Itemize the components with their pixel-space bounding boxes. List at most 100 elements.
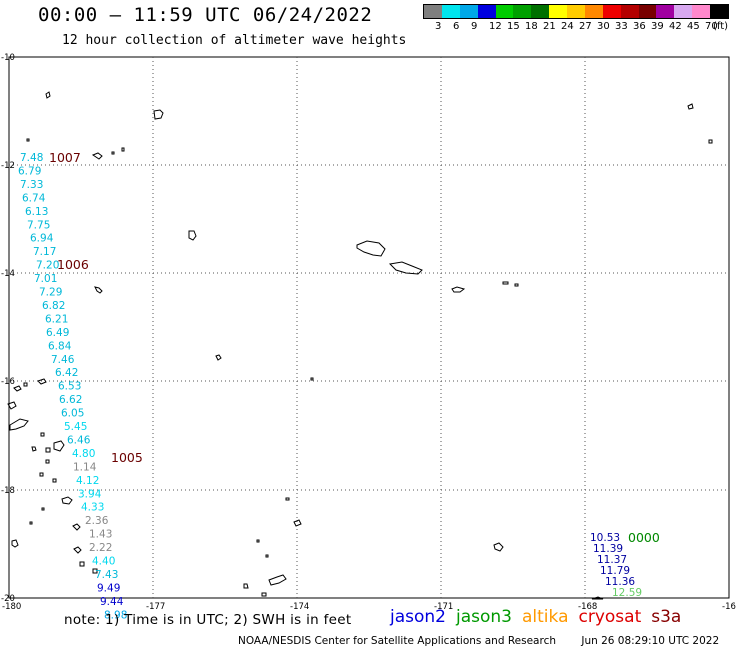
wave-height-label: 7.17 (33, 246, 56, 258)
island-outline (268, 574, 287, 586)
legend-label: 6 (453, 21, 460, 32)
legend-swatch (584, 5, 603, 18)
legend-label: 70 (705, 21, 718, 32)
island-outline (502, 281, 509, 285)
satellite-label-s3a: s3a (651, 607, 682, 627)
wave-height-label: 7.20 (36, 260, 59, 272)
island-outline (94, 286, 103, 294)
wave-height-label: 1.14 (73, 461, 97, 473)
color-legend-labels: 3 6 9 12 15 18 21 24 27 30 33 36 39 42 45 70 (ft) (423, 21, 740, 35)
wave-height-label: 6.94 (30, 233, 54, 245)
island-outline (26, 138, 30, 142)
wave-height-label: 3.94 (78, 488, 102, 500)
island-outline (53, 440, 65, 452)
island-outline (45, 459, 50, 464)
island-outline (687, 103, 694, 110)
island-outline (243, 583, 249, 589)
wave-height-label: 9.49 (97, 582, 120, 594)
wave-height-label: 6.49 (46, 327, 69, 339)
wave-height-label: 2.36 (85, 515, 109, 527)
legend-swatch (441, 5, 460, 18)
wave-height-label: 6.05 (61, 408, 84, 420)
wave-height-label: 10.53 (590, 532, 620, 544)
island-outline (121, 147, 125, 152)
longitude-label: -174 (290, 602, 309, 612)
legend-swatch (531, 5, 550, 18)
legend-swatch (567, 5, 585, 18)
credit-timestamp: Jun 26 08:29:10 UTC 2022 (581, 635, 720, 647)
legend-label: 9 (471, 21, 478, 32)
legend-swatch (549, 5, 567, 18)
pressure-label: 1005 (111, 450, 143, 465)
wave-height-label: 6.62 (59, 394, 82, 406)
credit-source: NOAA/NESDIS Center for Satellite Applica… (238, 635, 556, 647)
wave-height-label: 7.48 (20, 152, 43, 164)
page-subtitle: 12 hour collection of altimeter wave hei… (62, 33, 407, 48)
longitude-label: -177 (146, 602, 165, 612)
wave-height-label: 6.74 (22, 192, 46, 204)
island-outline (23, 382, 28, 387)
island-outline (91, 152, 103, 160)
wave-height-label: 6.84 (48, 340, 72, 352)
island-outline (11, 539, 19, 548)
legend-label: 12 (489, 21, 502, 32)
wave-height-label: 4.12 (76, 475, 99, 487)
wave-height-label: 7.01 (34, 273, 57, 285)
island-outline (45, 91, 51, 99)
color-legend-bar (423, 4, 729, 19)
wave-height-label: 2.22 (89, 542, 112, 554)
longitude-labels: -180 -177 -174 -171 -168 -16 (2, 602, 736, 612)
pressure-labels: 1007 1006 1005 0000 (49, 150, 660, 545)
island-outline (79, 561, 85, 567)
wave-height-label: 11.39 (593, 543, 623, 555)
wave-height-label: 4.80 (72, 448, 95, 460)
island-outline (61, 496, 73, 505)
island-outline (41, 507, 45, 511)
legend-label: 3 (435, 21, 442, 32)
satellite-label-jason3: jason3 (456, 607, 512, 627)
island-outline (9, 418, 29, 431)
wave-height-label: 5.45 (64, 421, 87, 433)
wave-height-label: 1.43 (89, 529, 112, 541)
island-outline (493, 542, 504, 552)
island-outline (188, 230, 197, 241)
legend-swatch (495, 5, 514, 18)
island-outline (708, 139, 713, 144)
latitude-label: -18 (1, 486, 15, 496)
island-outline (256, 539, 260, 543)
legend-swatch (692, 5, 710, 18)
wave-height-label: 6.82 (42, 300, 65, 312)
legend-label: 39 (651, 21, 664, 32)
longitude-label: -171 (434, 602, 453, 612)
island-outline (153, 109, 164, 120)
satellite-label-altika: altika (522, 607, 569, 627)
legend-swatch (513, 5, 532, 18)
legend-swatch (424, 5, 442, 18)
legend-swatch (710, 5, 728, 18)
latitude-label: -20 (1, 594, 15, 604)
islands (7, 91, 713, 600)
map-frame (8, 56, 730, 599)
longitude-label: -180 (2, 602, 21, 612)
legend-swatch (602, 5, 621, 18)
island-outline (285, 497, 290, 501)
pressure-label: 0000 (628, 530, 660, 545)
wave-height-label: 8.98 (104, 609, 127, 621)
island-outline (37, 378, 47, 385)
wave-height-label: 6.21 (45, 313, 68, 325)
legend-label: 30 (597, 21, 610, 32)
legend-label: (ft) (713, 21, 729, 32)
wave-height-label: 6.13 (25, 206, 48, 218)
satellite-label-cryosat: cryosat (578, 607, 642, 627)
island-outline (388, 261, 423, 275)
legend-swatch (459, 5, 478, 18)
legend-label: 18 (525, 21, 538, 32)
satellite-legend: jason2 jason3 altika cryosat s3a (390, 607, 691, 627)
legend-swatch (477, 5, 496, 18)
island-outline (31, 446, 37, 452)
legend-label: 33 (615, 21, 628, 32)
island-outline (45, 447, 51, 453)
legend-swatch (620, 5, 639, 18)
